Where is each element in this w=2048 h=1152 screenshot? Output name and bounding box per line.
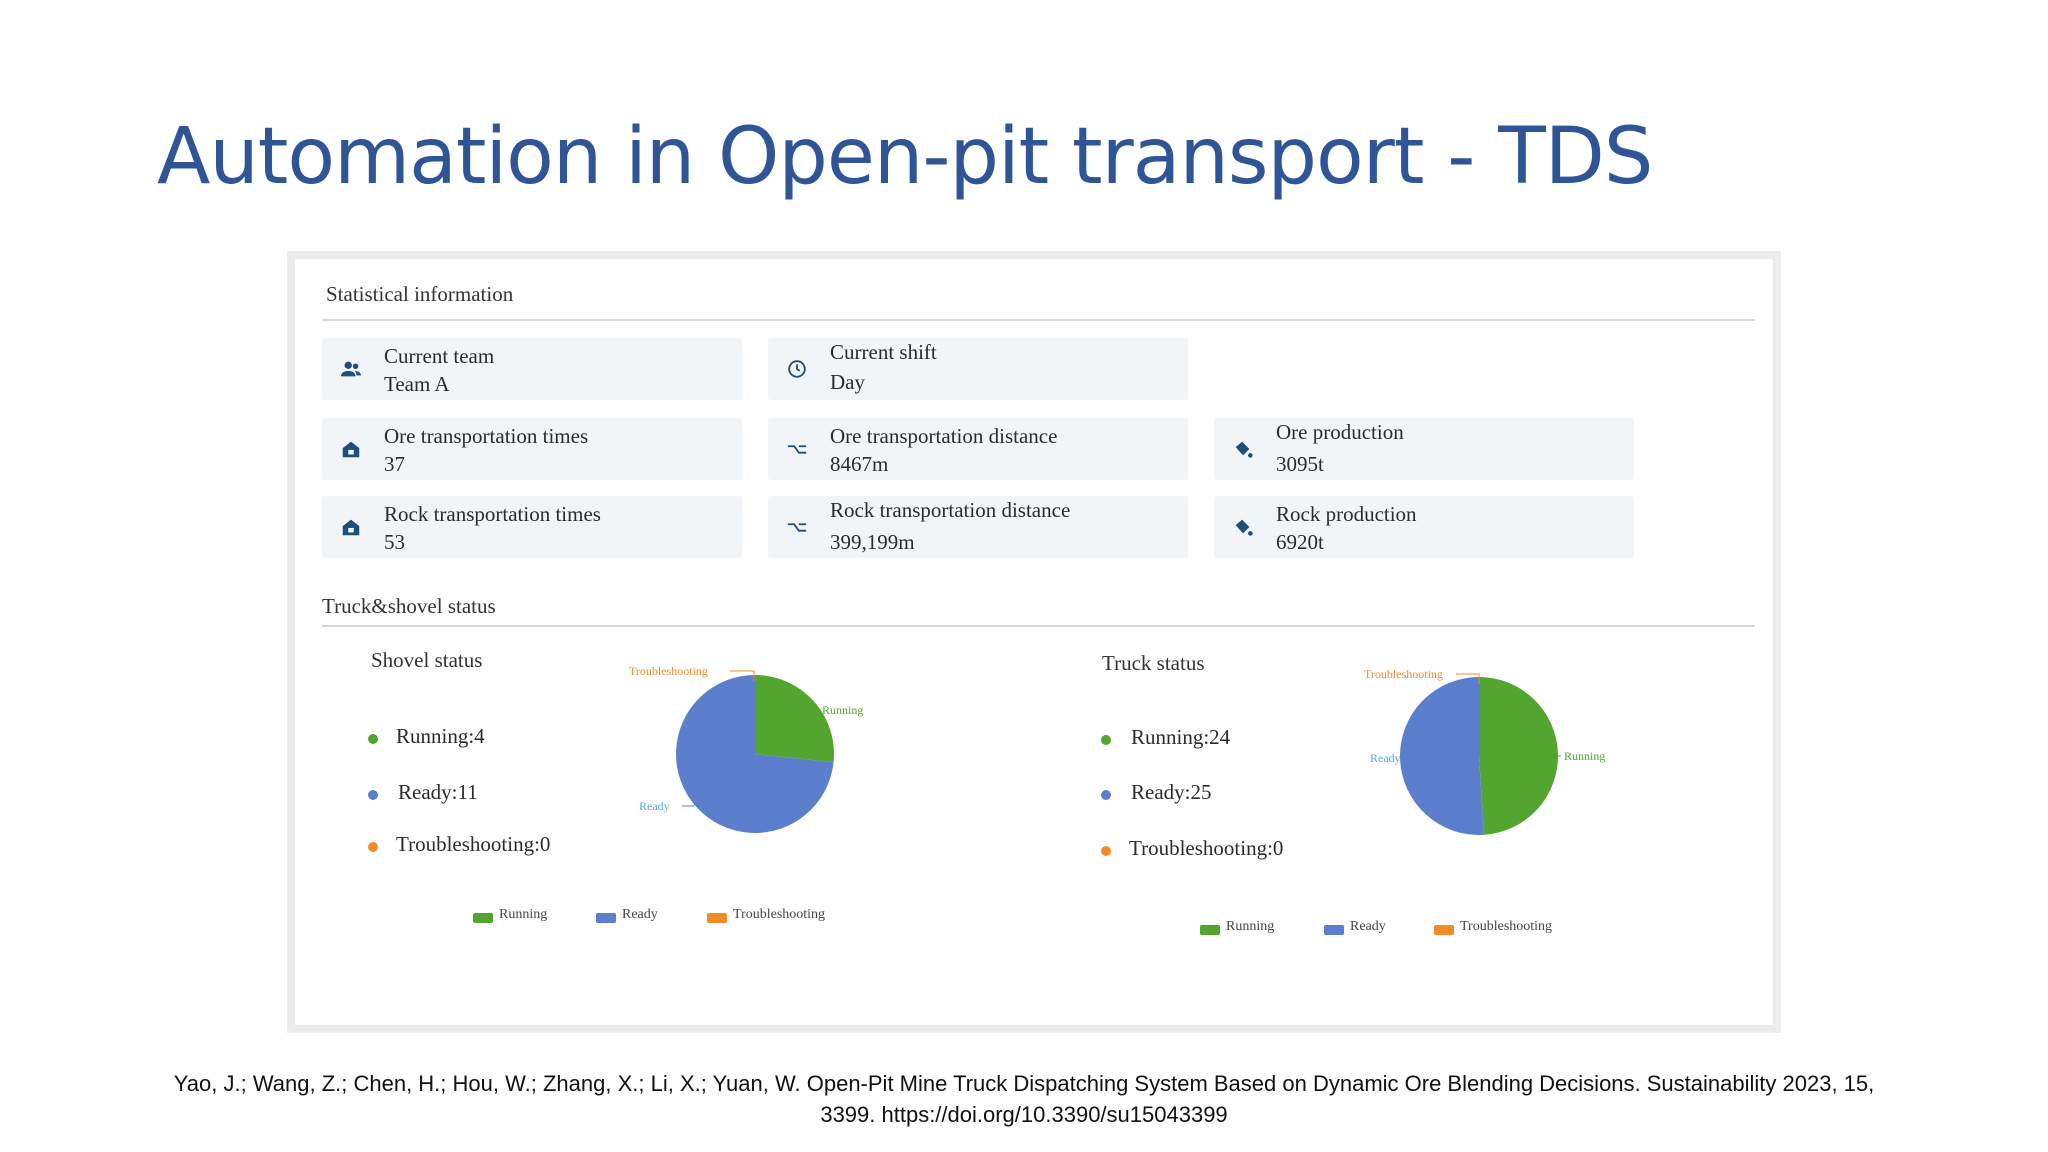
citation: Yao, J.; Wang, Z.; Chen, H.; Hou, W.; Zh… bbox=[100, 1068, 1948, 1130]
home-icon bbox=[342, 519, 360, 536]
status-dot bbox=[368, 842, 378, 852]
ore-transportation-distance-card: Ore transportation distance 8467m bbox=[768, 418, 1188, 480]
current-shift-value: Day bbox=[830, 370, 865, 394]
troubleshooting-leader-line bbox=[730, 670, 755, 681]
team-icon bbox=[340, 361, 362, 377]
shovel-pie-chart: Troubleshooting Running Ready bbox=[629, 664, 863, 833]
status-dot bbox=[368, 790, 378, 800]
legend-label: Troubleshooting bbox=[1460, 919, 1553, 934]
status-dot bbox=[1101, 790, 1111, 800]
legend-swatch bbox=[473, 913, 493, 923]
pie-slice-ready[interactable] bbox=[676, 675, 834, 833]
rock-transportation-times-label: Rock transportation times bbox=[384, 502, 601, 526]
route-icon bbox=[787, 445, 807, 454]
status-dot bbox=[1101, 735, 1111, 745]
legend-label: Ready bbox=[1350, 919, 1386, 934]
current-shift-label: Current shift bbox=[830, 340, 937, 364]
legend-swatch bbox=[707, 913, 727, 923]
running-leader-line bbox=[795, 709, 819, 720]
current-shift-card: Current shift Day bbox=[768, 338, 1188, 400]
ready-slice-label: Ready bbox=[639, 799, 670, 813]
ore-production-value: 3095t bbox=[1276, 452, 1324, 476]
truck-ready-text: Ready:25 bbox=[1131, 780, 1212, 804]
shovel-running-text: Running:4 bbox=[396, 724, 485, 748]
status-dot bbox=[1101, 846, 1111, 856]
legend-swatch bbox=[1324, 925, 1344, 935]
pie-slice-running[interactable] bbox=[1479, 677, 1559, 835]
rock-production-value: 6920t bbox=[1276, 530, 1324, 554]
legend-swatch bbox=[1434, 925, 1454, 935]
current-team-card: Current team Team A bbox=[322, 338, 742, 400]
bucket-icon bbox=[1235, 441, 1253, 458]
ore-production-card: Ore production 3095t bbox=[1214, 418, 1634, 480]
ready-slice-label: Ready bbox=[1370, 751, 1401, 765]
running-slice-label: Running bbox=[822, 703, 863, 717]
bucket-icon bbox=[1235, 519, 1253, 536]
truck-troubleshooting-text: Troubleshooting:0 bbox=[1129, 836, 1284, 860]
ore-transportation-distance-value: 8467m bbox=[830, 452, 889, 476]
shovel-ready-text: Ready:11 bbox=[398, 780, 478, 804]
shovel-status-title: Shovel status bbox=[371, 648, 483, 672]
dashboard-panel: Statistical information Current team Tea… bbox=[287, 251, 1781, 1033]
rock-transportation-distance-card: Rock transportation distance 399,199m bbox=[768, 496, 1188, 558]
status-dot bbox=[368, 734, 378, 744]
rock-transportation-distance-label: Rock transportation distance bbox=[830, 498, 1071, 522]
ore-transportation-times-value: 37 bbox=[384, 452, 405, 476]
section-divider bbox=[322, 625, 1755, 627]
legend-swatch bbox=[596, 913, 616, 923]
pie-slice-running[interactable] bbox=[755, 675, 834, 763]
clock-icon bbox=[788, 360, 806, 378]
legend-swatch bbox=[1200, 925, 1220, 935]
current-team-value: Team A bbox=[384, 372, 450, 396]
ore-transportation-times-label: Ore transportation times bbox=[384, 424, 589, 448]
running-slice-label: Running bbox=[1564, 749, 1605, 763]
rock-transportation-times-value: 53 bbox=[384, 530, 405, 554]
ore-transportation-times-card: Ore transportation times 37 bbox=[322, 418, 742, 480]
truck-status-title: Truck status bbox=[1102, 651, 1205, 675]
truck-running-text: Running:24 bbox=[1131, 725, 1231, 749]
ore-transportation-distance-label: Ore transportation distance bbox=[830, 424, 1058, 448]
statistical-information-heading: Statistical information bbox=[326, 282, 514, 306]
ready-leader-line bbox=[682, 793, 706, 807]
legend-label: Running bbox=[1226, 919, 1275, 934]
troubleshooting-leader-line bbox=[1456, 673, 1480, 684]
route-icon bbox=[787, 523, 807, 532]
rock-transportation-times-card: Rock transportation times 53 bbox=[322, 496, 742, 558]
shovel-troubleshooting-text: Troubleshooting:0 bbox=[396, 832, 551, 856]
rock-production-label: Rock production bbox=[1276, 502, 1417, 526]
citation-line-2: 3399. https://doi.org/10.3390/su15043399 bbox=[820, 1102, 1228, 1127]
current-team-label: Current team bbox=[384, 344, 495, 368]
rock-production-card: Rock production 6920t bbox=[1214, 496, 1634, 558]
home-icon bbox=[342, 441, 360, 458]
troubleshooting-slice-label: Troubleshooting bbox=[1364, 667, 1443, 681]
rock-transportation-distance-value: 399,199m bbox=[830, 530, 915, 554]
slide-title: Automation in Open-pit transport - TDS bbox=[157, 112, 1653, 202]
legend-label: Ready bbox=[622, 907, 658, 922]
section-divider bbox=[322, 319, 1755, 321]
troubleshooting-slice-label: Troubleshooting bbox=[629, 664, 708, 678]
truck-shovel-status-heading: Truck&shovel status bbox=[322, 594, 496, 618]
pie-slice-ready[interactable] bbox=[1400, 677, 1485, 835]
citation-line-1: Yao, J.; Wang, Z.; Chen, H.; Hou, W.; Zh… bbox=[173, 1071, 1875, 1096]
legend-label: Troubleshooting bbox=[733, 907, 826, 922]
legend-label: Running bbox=[499, 907, 548, 922]
truck-pie-chart: Troubleshooting Running Ready bbox=[1364, 667, 1605, 835]
ore-production-label: Ore production bbox=[1276, 420, 1404, 444]
